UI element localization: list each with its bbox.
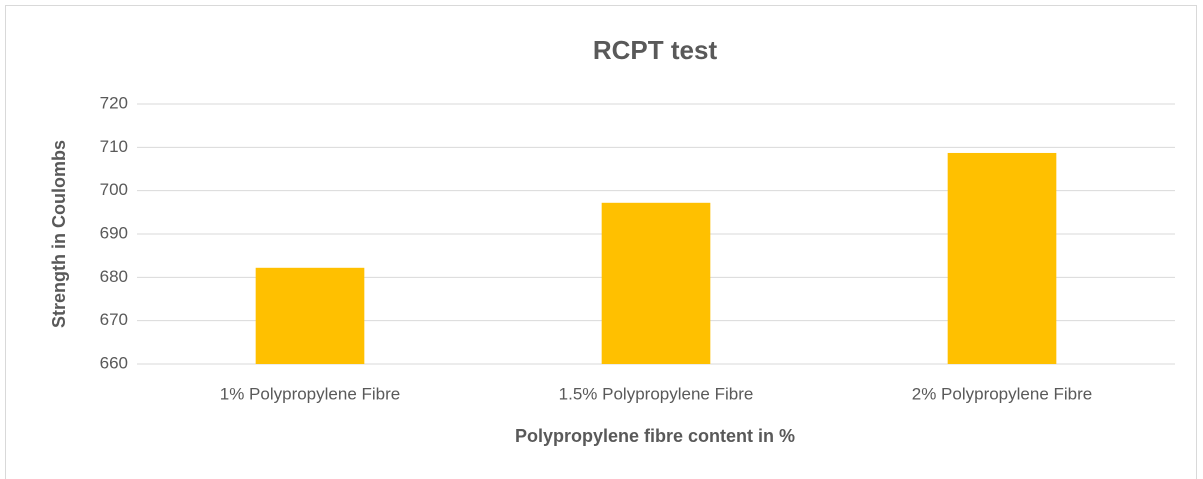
chart-title: RCPT test: [593, 35, 718, 65]
bar: [947, 152, 1057, 364]
x-tick-label: 1.5% Polypropylene Fibre: [559, 384, 754, 403]
y-tick-label: 700: [100, 180, 128, 199]
y-tick-label: 690: [100, 223, 128, 242]
y-tick-label: 680: [100, 267, 128, 286]
y-tick-label: 670: [100, 310, 128, 329]
x-tick-label: 2% Polypropylene Fibre: [912, 384, 1092, 403]
y-tick-label: 660: [100, 353, 128, 372]
x-axis-label: Polypropylene fibre content in %: [515, 426, 795, 446]
bar: [255, 267, 365, 364]
y-axis-label: Strength in Coulombs: [49, 140, 69, 328]
y-tick-label: 710: [100, 137, 128, 156]
x-tick-label: 1% Polypropylene Fibre: [220, 384, 400, 403]
bar: [601, 202, 711, 364]
y-tick-label: 720: [100, 93, 128, 112]
